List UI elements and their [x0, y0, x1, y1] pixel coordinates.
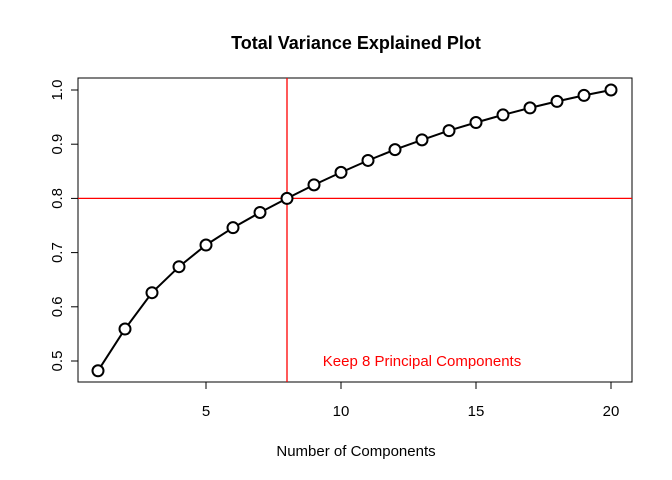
- data-point: [442, 124, 456, 138]
- y-tick-label: 0.8: [49, 188, 66, 209]
- y-tick-label: 0.5: [49, 351, 66, 372]
- x-tick-label: 5: [202, 403, 210, 420]
- data-point: [388, 143, 402, 157]
- data-point: [550, 94, 564, 108]
- y-tick-label: 0.9: [49, 134, 66, 155]
- data-point: [334, 165, 348, 179]
- y-tick-label: 0.7: [49, 242, 66, 263]
- data-point: [280, 191, 294, 205]
- plot-frame: [77, 77, 633, 383]
- data-point: [577, 88, 591, 102]
- y-tick-label: 0.6: [49, 296, 66, 317]
- data-point: [226, 221, 240, 235]
- chart-title: Total Variance Explained Plot: [231, 33, 481, 53]
- data-point: [604, 83, 618, 97]
- data-point: [307, 178, 321, 192]
- data-point: [199, 238, 213, 252]
- y-tick-label: 1.0: [49, 80, 66, 101]
- series-polyline: [97, 89, 612, 372]
- x-axis-label: Number of Components: [276, 443, 435, 460]
- data-point: [469, 116, 483, 130]
- x-tick-label: 15: [468, 403, 485, 420]
- y-axis: 0.5 0.6 0.7 0.8 0.9 1.0: [49, 80, 79, 372]
- data-point: [118, 322, 132, 336]
- x-tick-label: 10: [333, 403, 350, 420]
- data-point: [91, 364, 105, 378]
- data-point: [361, 153, 375, 167]
- reference-lines: [78, 78, 632, 382]
- data-point: [415, 133, 429, 147]
- data-point: [145, 286, 159, 300]
- data-point: [172, 260, 186, 274]
- data-point: [253, 205, 267, 219]
- data-points: [91, 83, 618, 378]
- annotation-label: Keep 8 Principal Components: [323, 353, 521, 370]
- x-tick-label: 20: [603, 403, 620, 420]
- x-axis: 5 10 15 20: [202, 381, 620, 420]
- data-point: [523, 101, 537, 115]
- series-line: [97, 89, 612, 372]
- data-point: [496, 108, 510, 122]
